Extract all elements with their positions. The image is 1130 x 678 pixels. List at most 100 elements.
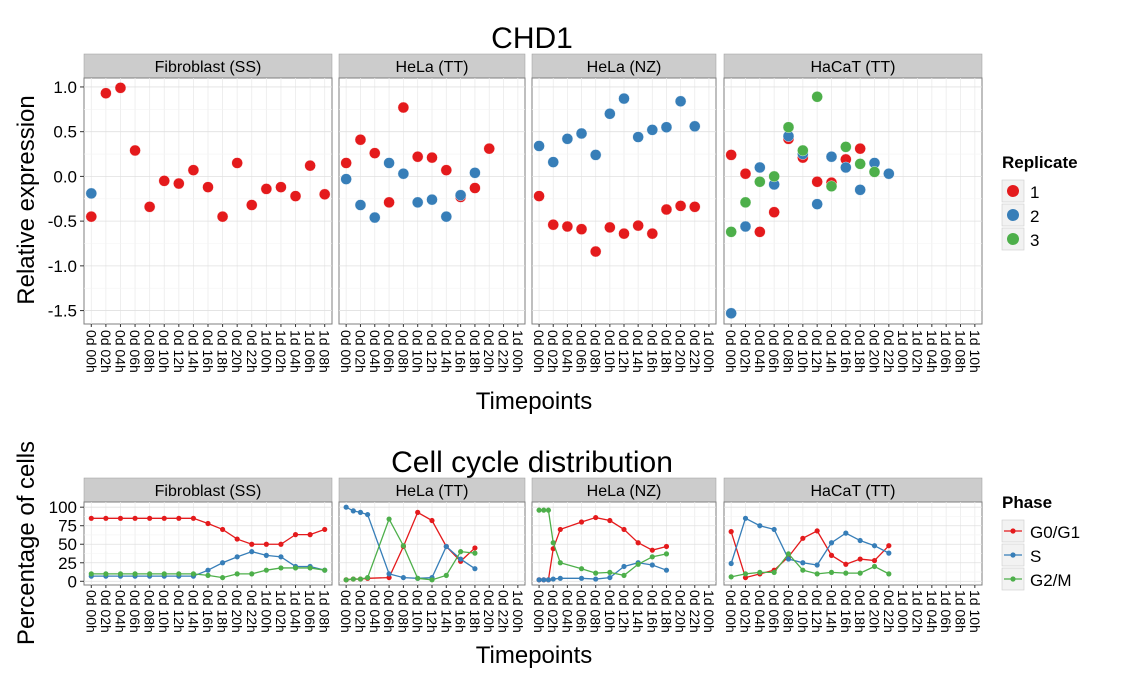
legend-entry-G0/G1: G0/G1 xyxy=(1030,523,1080,542)
data-point-G0/G1 xyxy=(886,543,892,549)
strip-background xyxy=(338,53,526,79)
strip-label: Fibroblast (SS) xyxy=(155,483,262,500)
x-tick-label: 0d 22h xyxy=(881,590,897,633)
x-tick-label: 0d 06h xyxy=(574,590,590,633)
data-point-G2/M xyxy=(814,571,820,577)
data-point-1 xyxy=(129,144,141,157)
data-point-S xyxy=(443,543,449,550)
data-point-2 xyxy=(840,161,852,174)
data-point-G0/G1 xyxy=(190,515,197,521)
x-tick-label: 0d 18h xyxy=(658,330,674,373)
strip-label: HeLa (NZ) xyxy=(587,59,662,76)
x-tick-label: 0d 14h xyxy=(185,330,201,373)
x-tick-label: 0d 04h xyxy=(367,330,383,373)
data-point-2 xyxy=(340,173,352,185)
data-point-1 xyxy=(260,183,273,195)
x-tick-label: 1d 00h xyxy=(895,330,911,373)
x-tick-label: 0d 10h xyxy=(410,330,426,373)
data-point-S xyxy=(857,537,863,544)
data-point-S xyxy=(771,526,777,533)
data-point-2 xyxy=(533,140,545,152)
data-point-G2/M xyxy=(728,574,734,580)
data-point-1 xyxy=(143,201,156,213)
data-point-S xyxy=(545,577,552,583)
data-point-G2/M xyxy=(757,569,763,576)
data-point-G2/M xyxy=(161,571,167,577)
x-tick-label: 0d 04h xyxy=(559,330,575,373)
legend-marker xyxy=(1010,528,1016,534)
data-point-2 xyxy=(469,167,481,179)
data-point-2 xyxy=(589,149,602,161)
x-tick-label: 0d 06h xyxy=(381,330,397,373)
data-point-2 xyxy=(561,133,574,145)
data-point-G0/G1 xyxy=(249,541,255,547)
data-point-S xyxy=(557,575,563,581)
y-tick-label: 0 xyxy=(68,572,77,591)
x-tick-label: 0d 08h xyxy=(142,590,158,633)
x-tick-label: 0d 16h xyxy=(453,330,469,373)
data-point-G0/G1 xyxy=(278,541,284,547)
data-point-G2/M xyxy=(550,540,556,546)
data-point-G2/M xyxy=(234,571,240,577)
data-point-G2/M xyxy=(557,560,563,566)
x-tick-label: 1d 06h xyxy=(938,330,954,373)
x-tick-label: 0d 08h xyxy=(395,590,411,633)
x-tick-label: 0d 12h xyxy=(424,590,440,633)
data-point-G2/M xyxy=(621,572,627,578)
x-tick-label: 0d 16h xyxy=(838,330,854,373)
data-point-G0/G1 xyxy=(88,515,94,521)
data-point-1 xyxy=(674,200,687,212)
data-point-S xyxy=(234,554,240,560)
x-tick-label: 0d 10h xyxy=(156,590,172,633)
data-point-3 xyxy=(739,196,752,209)
x-tick-label: 0d 20h xyxy=(867,330,883,373)
strip-label: HeLa (TT) xyxy=(396,483,469,500)
data-point-G0/G1 xyxy=(828,552,835,558)
x-tick-label: 0d 10h xyxy=(602,330,618,373)
x-tick-label: 0d 18h xyxy=(852,330,868,373)
x-tick-label: 0d 02h xyxy=(545,330,561,373)
x-tick-label: 0d 22h xyxy=(881,330,897,373)
strip-label: Fibroblast (SS) xyxy=(155,59,262,76)
x-tick-label: 1d 06h xyxy=(302,590,318,633)
data-point-G0/G1 xyxy=(578,519,585,525)
data-point-G0/G1 xyxy=(621,526,627,533)
x-tick-label: 1d 08h xyxy=(317,330,333,373)
data-point-G2/M xyxy=(429,577,435,583)
y-tick-label: -0.5 xyxy=(48,212,77,231)
x-tick-label: 0d 22h xyxy=(496,590,512,633)
data-point-2 xyxy=(660,121,673,133)
x-tick-label: 0d 20h xyxy=(229,330,245,373)
data-point-G2/M xyxy=(219,574,226,581)
x-tick-label: 0d 08h xyxy=(395,330,411,373)
data-point-1 xyxy=(173,177,185,190)
x-tick-label: 0d 00h xyxy=(531,330,547,373)
data-point-3 xyxy=(825,180,838,192)
data-point-2 xyxy=(369,211,381,224)
x-tick-label: 0d 16h xyxy=(838,590,854,633)
data-point-3 xyxy=(754,176,766,188)
data-point-S xyxy=(541,577,547,583)
data-point-2 xyxy=(883,168,895,180)
data-point-G2/M xyxy=(843,570,849,576)
x-tick-label: 0d 02h xyxy=(545,590,561,633)
bottom-chart-title: Cell cycle distribution xyxy=(391,446,673,479)
data-point-G2/M xyxy=(249,571,255,577)
data-point-G0/G1 xyxy=(728,529,734,535)
x-tick-label: 0d 20h xyxy=(867,590,883,633)
bottom-y-axis-label: Percentage of cells xyxy=(13,441,40,645)
data-point-1 xyxy=(231,157,243,169)
data-point-G0/G1 xyxy=(161,515,167,521)
data-point-3 xyxy=(854,158,866,170)
x-tick-label: 0d 12h xyxy=(424,330,440,373)
strip-background xyxy=(83,53,333,79)
data-point-1 xyxy=(547,219,559,231)
data-point-S xyxy=(350,508,356,514)
data-point-G2/M xyxy=(886,571,892,577)
data-point-2 xyxy=(397,168,410,180)
legend-entry-2: 2 xyxy=(1030,207,1039,226)
data-point-S xyxy=(757,523,763,529)
data-point-G0/G1 xyxy=(607,517,613,524)
